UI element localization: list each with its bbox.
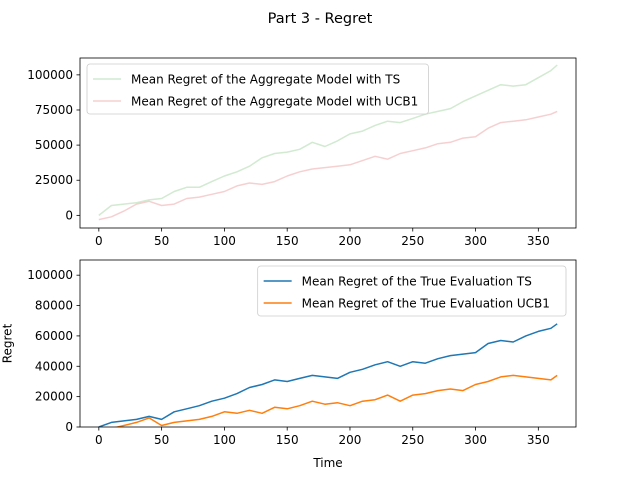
y-tick-label: 20000 — [35, 390, 73, 404]
x-tick-label: 350 — [527, 433, 550, 447]
top-chart-panel: 0 50 100 150 200 250 300 350 0 25000 50000 75000 100… — [27, 57, 577, 248]
y-tick-label: 50000 — [35, 138, 73, 152]
series-line-1 — [98, 64, 558, 216]
series-line-2 — [114, 374, 558, 427]
x-tick-label: 100 — [213, 433, 236, 447]
legend-label-2: Mean Regret of the Aggregate Model with … — [131, 95, 418, 109]
y-tick-label: 25000 — [35, 173, 73, 187]
x-tick-label: 50 — [154, 234, 169, 248]
legend-box — [257, 265, 567, 317]
x-tick-label: 150 — [276, 234, 299, 248]
x-tick-label: 200 — [339, 433, 362, 447]
x-tick-label: 50 — [154, 433, 169, 447]
legend-label-1: Mean Regret of the Aggregate Model with … — [131, 73, 400, 87]
x-tick-label: 150 — [276, 433, 299, 447]
x-tick-label: 350 — [527, 234, 550, 248]
x-tick-label: 200 — [339, 234, 362, 248]
figure-title: Part 3 - Regret — [268, 11, 373, 27]
legend: Mean Regret of the Aggregate Model with … — [86, 63, 429, 115]
x-tick-label: 300 — [464, 433, 487, 447]
y-tick-label: 60000 — [35, 329, 73, 343]
series-line-2 — [98, 110, 558, 221]
x-tick-label: 300 — [464, 234, 487, 248]
x-tick-label: 250 — [401, 234, 424, 248]
series-group — [98, 64, 558, 221]
x-tick-label: 0 — [95, 234, 103, 248]
y-axis-title: Regret — [1, 323, 15, 363]
plot-frame — [79, 259, 577, 428]
x-tick-label: 0 — [95, 433, 103, 447]
y-tick-label: 100000 — [27, 268, 73, 282]
y-tick-label: 75000 — [35, 103, 73, 117]
y-tick-label: 0 — [65, 208, 73, 222]
y-tick-label: 100000 — [27, 68, 73, 82]
x-tick-label: 100 — [213, 234, 236, 248]
x-axis-title: Time — [312, 456, 342, 470]
legend-label-2: Mean Regret of the True Evaluation UCB1 — [302, 297, 550, 311]
legend-label-1: Mean Regret of the True Evaluation TS — [302, 275, 532, 289]
legend-box — [86, 63, 429, 115]
series-group — [98, 323, 558, 427]
series-line-1 — [98, 323, 558, 427]
y-tick-label: 80000 — [35, 299, 73, 313]
bottom-chart-panel: 0 50 100 150 200 250 300 350 0 20000 40000 60000 800… — [1, 259, 577, 470]
x-tick-label: 250 — [401, 433, 424, 447]
y-tick-label: 0 — [65, 420, 73, 434]
y-tick-label: 40000 — [35, 359, 73, 373]
plot-frame — [79, 57, 577, 229]
legend: Mean Regret of the True Evaluation TS Mea… — [257, 265, 567, 317]
